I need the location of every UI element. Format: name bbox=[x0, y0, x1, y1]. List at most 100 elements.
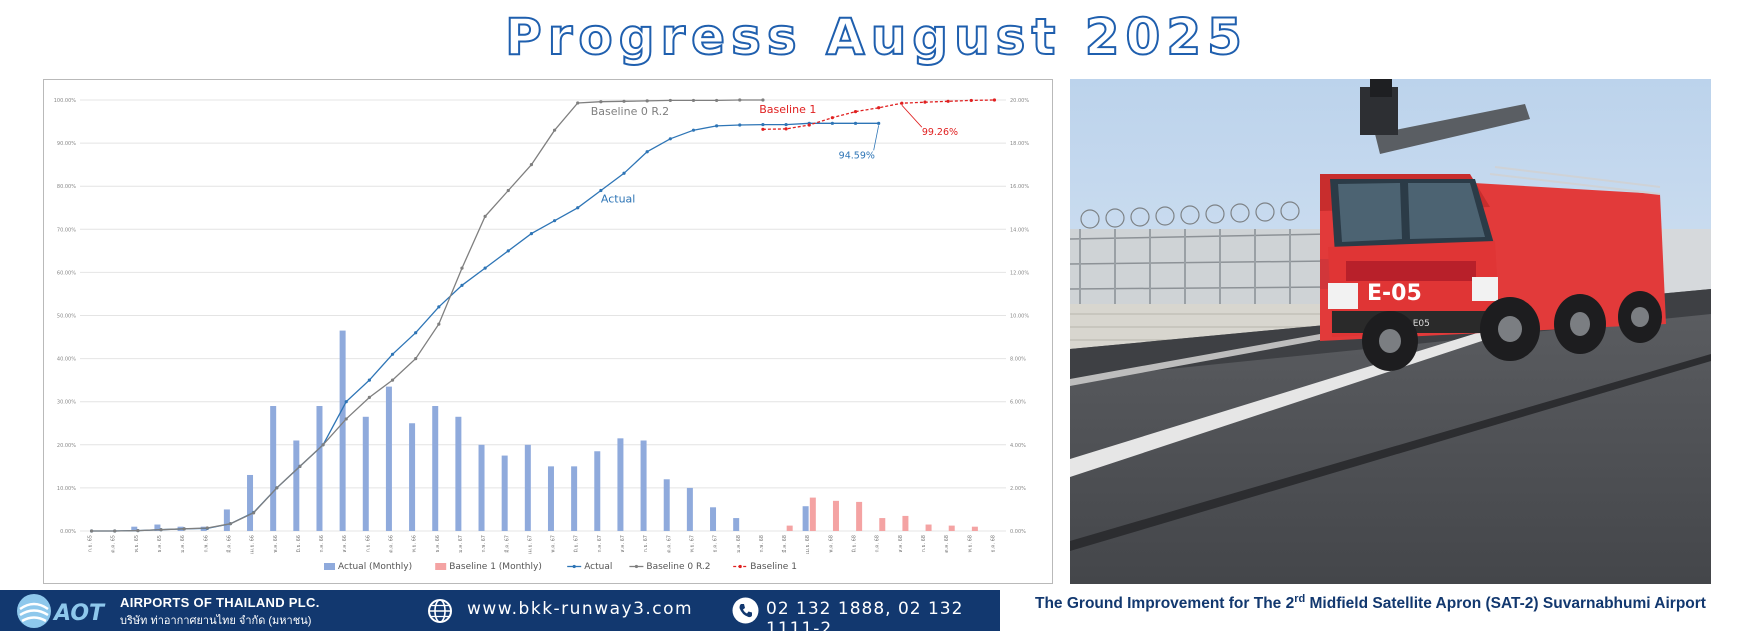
bar bbox=[455, 416, 462, 531]
bar bbox=[832, 500, 839, 531]
bar bbox=[802, 506, 809, 531]
bar bbox=[786, 525, 793, 531]
series-point bbox=[529, 163, 534, 167]
x-tick-label: เม.ย. 67 bbox=[527, 535, 533, 554]
x-tick-label: ส.ค. 68 bbox=[898, 535, 904, 553]
y-left-tick-label: 50.00% bbox=[57, 314, 76, 320]
series-point bbox=[946, 99, 950, 103]
bar bbox=[501, 455, 508, 531]
series-point bbox=[691, 128, 696, 132]
series-point bbox=[853, 121, 858, 125]
series-point bbox=[969, 98, 973, 103]
series-point bbox=[715, 124, 719, 128]
x-tick-label: ก.พ. 67 bbox=[481, 535, 487, 552]
bar bbox=[663, 479, 670, 531]
website-link[interactable]: www.bkk-runway3.com bbox=[467, 599, 694, 619]
series-point bbox=[483, 266, 487, 270]
series-point bbox=[691, 98, 696, 103]
x-tick-label: พ.ย. 65 bbox=[134, 535, 140, 552]
legend-swatch-marker bbox=[572, 564, 576, 569]
series-point bbox=[529, 232, 534, 236]
series-point bbox=[761, 122, 765, 127]
x-tick-label: ต.ค. 67 bbox=[666, 535, 672, 553]
series-line bbox=[91, 99, 763, 532]
x-tick-label: ก.พ. 68 bbox=[759, 535, 765, 552]
y-left-tick-label: 60.00% bbox=[57, 270, 76, 276]
x-tick-label: พ.ย. 67 bbox=[689, 535, 695, 552]
x-tick-label: มี.ค. 68 bbox=[781, 535, 788, 553]
project-title: The Ground Improvement for The 2rd Midfi… bbox=[1035, 593, 1706, 613]
company-name-en: AIRPORTS OF THAILAND PLC. bbox=[120, 595, 320, 610]
x-tick-label: ม.ค. 68 bbox=[736, 535, 742, 553]
series-point bbox=[113, 529, 117, 533]
series-point bbox=[367, 395, 371, 399]
annotation-label: Baseline 0 R.2 bbox=[591, 105, 669, 118]
series-point bbox=[599, 188, 603, 193]
x-tick-label: ม.ค. 67 bbox=[458, 535, 464, 553]
y-right-tick-label: 14.00% bbox=[1010, 227, 1029, 233]
series-point bbox=[761, 98, 765, 102]
series-point bbox=[622, 99, 626, 103]
series-point bbox=[853, 110, 858, 114]
series-point bbox=[761, 127, 765, 131]
bar bbox=[809, 497, 816, 531]
series-point bbox=[784, 122, 788, 127]
bar bbox=[948, 525, 955, 531]
y-right-tick-label: 2.00% bbox=[1010, 486, 1026, 492]
x-tick-label: ก.ค. 67 bbox=[597, 535, 603, 553]
x-tick-label: มิ.ย. 66 bbox=[295, 535, 302, 552]
x-tick-label: พ.ค. 68 bbox=[828, 535, 834, 553]
x-tick-label: ธ.ค. 66 bbox=[435, 535, 441, 553]
y-right-tick-label: 4.00% bbox=[1010, 443, 1026, 449]
annotation-label: Baseline 1 bbox=[759, 103, 816, 116]
series-point bbox=[506, 188, 510, 193]
bar bbox=[362, 416, 369, 531]
series-point bbox=[738, 98, 742, 102]
y-right-tick-label: 18.00% bbox=[1010, 141, 1029, 147]
x-tick-label: ก.ย. 68 bbox=[921, 535, 927, 552]
x-tick-label: พ.ค. 67 bbox=[551, 535, 557, 553]
series-point bbox=[599, 100, 603, 104]
series-point bbox=[228, 522, 233, 526]
legend-entry: Baseline 1 (Monthly) bbox=[449, 562, 542, 572]
x-tick-label: ส.ค. 67 bbox=[620, 535, 626, 553]
y-left-tick-label: 70.00% bbox=[57, 227, 76, 233]
x-tick-label: มี.ค. 66 bbox=[225, 535, 232, 553]
series-point bbox=[877, 106, 881, 110]
bar bbox=[524, 444, 531, 531]
series-line bbox=[762, 99, 995, 130]
legend-entry: Actual bbox=[584, 562, 612, 572]
series-point bbox=[992, 98, 997, 102]
annotation-leader bbox=[873, 125, 880, 151]
legend-entry: Baseline 0 R.2 bbox=[646, 562, 710, 572]
bar bbox=[293, 440, 300, 531]
project-title-pre: The Ground Improvement for The 2 bbox=[1035, 595, 1295, 613]
project-title-post: Midfield Satellite Apron (SAT-2) Suvarna… bbox=[1305, 595, 1706, 613]
series-point bbox=[483, 214, 487, 218]
legend-entry: Baseline 1 bbox=[750, 562, 797, 572]
bar bbox=[971, 526, 978, 531]
series-point bbox=[414, 331, 418, 335]
bar bbox=[131, 526, 138, 531]
series-point bbox=[390, 378, 395, 382]
series-point bbox=[668, 98, 672, 103]
bar bbox=[339, 330, 346, 531]
x-tick-label: ก.ย. 66 bbox=[365, 535, 371, 552]
bar bbox=[223, 509, 230, 531]
bar bbox=[925, 524, 932, 531]
page-title: Progress August 2025 bbox=[504, 7, 1248, 67]
y-left-tick-label: 30.00% bbox=[57, 400, 76, 406]
y-left-tick-label: 20.00% bbox=[57, 443, 76, 449]
series-point bbox=[205, 526, 209, 530]
y-right-tick-label: 12.00% bbox=[1010, 270, 1029, 276]
bar bbox=[247, 474, 254, 531]
x-tick-label: ธ.ค. 67 bbox=[713, 535, 719, 553]
company-name-th: บริษัท ท่าอากาศยานไทย จำกัด (มหาชน) bbox=[120, 615, 312, 627]
x-tick-label: มิ.ย. 67 bbox=[573, 535, 580, 552]
series-point bbox=[460, 283, 464, 287]
legend-swatch-marker bbox=[634, 564, 639, 569]
y-left-tick-label: 90.00% bbox=[57, 141, 76, 147]
x-tick-label: ก.ย. 65 bbox=[88, 535, 94, 552]
annotation-leader bbox=[901, 104, 923, 128]
bar bbox=[547, 466, 554, 531]
